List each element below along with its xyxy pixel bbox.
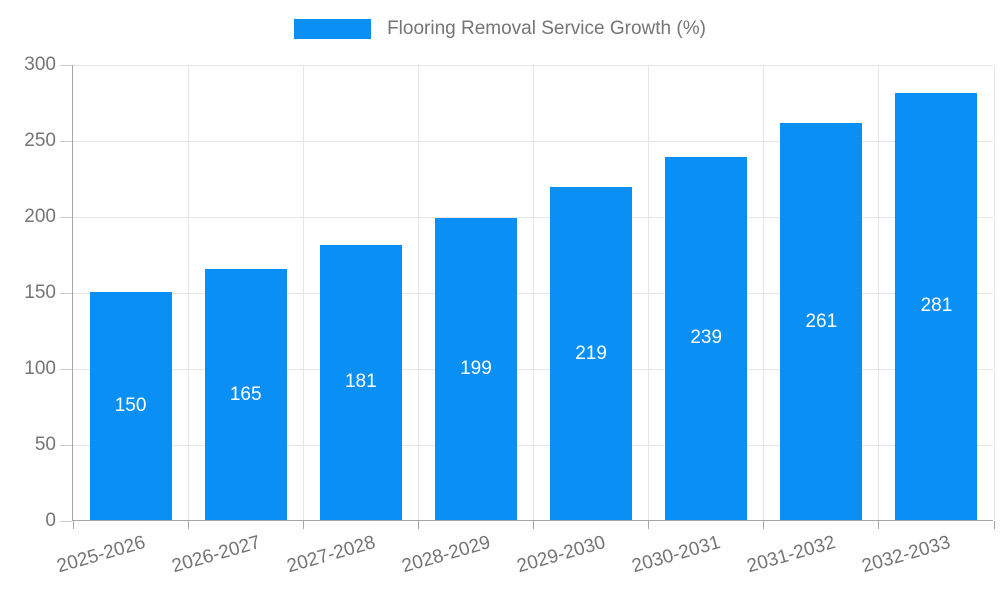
x-tick-mark bbox=[302, 521, 304, 529]
v-gridline bbox=[533, 65, 534, 520]
y-tick-mark bbox=[60, 520, 72, 522]
bar[interactable]: 281 bbox=[895, 92, 978, 520]
x-tick-mark bbox=[533, 521, 534, 529]
y-tick-mark bbox=[60, 64, 72, 66]
v-gridline bbox=[878, 65, 880, 520]
y-tick-mark bbox=[60, 368, 72, 370]
y-tick-label: 0 bbox=[45, 510, 56, 531]
v-gridline bbox=[302, 65, 304, 520]
bar[interactable]: 199 bbox=[434, 217, 517, 520]
bar-value-label: 165 bbox=[229, 383, 262, 405]
x-tick-mark bbox=[72, 521, 74, 529]
bar-value-label: 181 bbox=[344, 371, 377, 393]
bar[interactable]: 219 bbox=[550, 187, 633, 520]
bar-value-label: 261 bbox=[805, 310, 838, 332]
y-tick-label: 200 bbox=[24, 206, 56, 227]
plot-area: 150 165 181 199 219 239 261 281 bbox=[60, 64, 995, 529]
legend-label: Flooring Removal Service Growth (%) bbox=[387, 18, 706, 39]
y-tick-mark bbox=[60, 444, 72, 446]
chart-legend[interactable]: Flooring Removal Service Growth (%) bbox=[0, 18, 1000, 40]
bar[interactable]: 261 bbox=[780, 123, 863, 520]
bar[interactable]: 239 bbox=[665, 156, 748, 520]
y-tick-label: 150 bbox=[24, 282, 56, 303]
y-tick-mark bbox=[60, 140, 72, 142]
bar-value-label: 199 bbox=[460, 357, 492, 379]
v-gridline bbox=[417, 65, 419, 520]
bar-value-label: 219 bbox=[575, 342, 607, 364]
x-tick-mark bbox=[417, 521, 419, 529]
bar-value-label: 150 bbox=[114, 395, 147, 416]
x-tick-mark bbox=[993, 521, 995, 529]
v-gridline bbox=[763, 65, 765, 520]
bar[interactable]: 150 bbox=[89, 292, 172, 520]
v-gridline bbox=[187, 65, 189, 520]
x-tick-mark bbox=[763, 521, 765, 529]
y-tick-mark bbox=[60, 292, 72, 294]
x-tick-mark bbox=[187, 521, 189, 529]
y-tick-label: 50 bbox=[34, 434, 56, 455]
bar-value-label: 281 bbox=[920, 295, 953, 317]
y-tick-label: 300 bbox=[24, 54, 56, 75]
bar[interactable]: 165 bbox=[204, 269, 287, 520]
x-tick-mark bbox=[648, 521, 650, 529]
y-tick-label: 100 bbox=[24, 358, 56, 379]
y-tick-label: 250 bbox=[24, 130, 56, 151]
y-tick-mark bbox=[60, 216, 72, 218]
x-tick-mark bbox=[878, 521, 880, 529]
legend-swatch bbox=[294, 19, 372, 39]
bar[interactable]: 181 bbox=[319, 244, 402, 520]
bar-value-label: 239 bbox=[690, 327, 723, 349]
v-gridline bbox=[648, 65, 650, 520]
v-gridline bbox=[993, 65, 995, 520]
